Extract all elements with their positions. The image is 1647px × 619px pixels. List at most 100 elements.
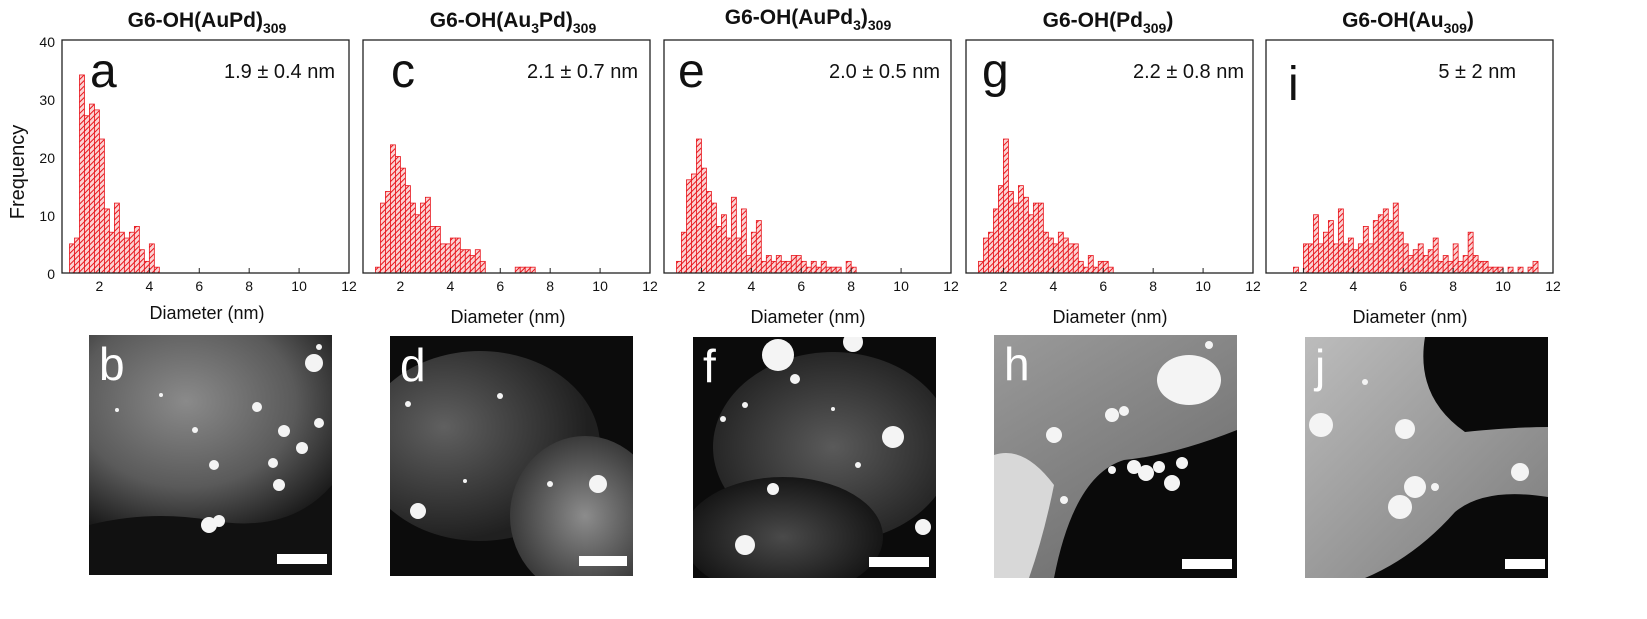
histogram-bar	[1352, 249, 1359, 274]
histogram-bar	[735, 237, 742, 274]
x-axis-ticks: 2 4 6 8 10 12	[1300, 268, 1561, 294]
histogram-bar	[1047, 237, 1054, 274]
panel-i: G6-OH(Au309) i 5 ± 2 nm 2 4 6 8 10 12 Diamete…	[1265, 9, 1561, 327]
histogram-bar	[1062, 237, 1069, 274]
panel-title: G6-OH(Pd309)	[1043, 9, 1174, 36]
histogram-bar	[691, 173, 697, 274]
histogram-bar	[1318, 243, 1324, 274]
histogram-bar	[1052, 243, 1059, 274]
histogram-bar	[740, 208, 747, 274]
histogram-bar	[745, 255, 752, 274]
micrograph-image	[89, 335, 332, 575]
histogram-bar	[805, 266, 812, 274]
x-axis-ticks: 2 4 6 8 10 12	[698, 268, 959, 294]
plot-frame	[965, 39, 1254, 274]
histogram-bar	[1372, 220, 1379, 274]
histogram-bar	[1377, 214, 1384, 274]
histogram-bar	[419, 202, 426, 274]
histogram-bar	[1397, 231, 1404, 274]
histogram-bar	[380, 202, 386, 274]
x-tick-label: 2	[96, 278, 104, 294]
x-axis-label: Diameter (nm)	[450, 307, 565, 327]
x-tick-label: 8	[847, 278, 855, 294]
histogram-bar	[1032, 202, 1039, 274]
micrograph-f: f	[693, 337, 936, 578]
histogram-bar	[1387, 220, 1394, 274]
histogram-bar	[439, 243, 446, 274]
micrograph-h: h	[994, 335, 1237, 578]
micrograph-image	[994, 335, 1237, 578]
histogram-bar	[133, 225, 140, 274]
micrograph-j: j	[1305, 337, 1548, 578]
x-tick-label: 10	[592, 278, 608, 294]
histogram-bar	[1092, 266, 1099, 274]
histogram-bar	[676, 260, 682, 274]
x-tick-label: 10	[1195, 278, 1211, 294]
histogram-bar	[1327, 220, 1334, 274]
scale-bar	[1182, 559, 1232, 569]
histogram-bar	[978, 260, 984, 274]
x-tick-label: 2	[1300, 278, 1308, 294]
histogram-bar	[1018, 185, 1024, 274]
histogram-bar	[1308, 243, 1314, 274]
histogram-bar	[800, 260, 807, 274]
histogram-bar	[1323, 231, 1329, 274]
histogram-bar	[711, 202, 717, 274]
histogram-bar	[119, 231, 125, 274]
x-tick-label: 12	[1545, 278, 1561, 294]
panel-letter: a	[90, 45, 117, 98]
histogram-bar	[1477, 260, 1484, 274]
histogram-bar	[529, 266, 536, 274]
histogram-bar	[1447, 260, 1454, 274]
x-axis-label: Diameter (nm)	[149, 303, 264, 323]
histogram-bar	[1382, 208, 1389, 274]
histogram-bar	[454, 237, 461, 274]
histogram-bar	[109, 231, 115, 274]
histogram-bar	[104, 208, 110, 274]
histogram-bar	[69, 243, 75, 274]
histogram-bar	[716, 225, 722, 274]
histogram-bar	[79, 74, 85, 274]
histogram-bar	[750, 231, 757, 274]
histogram-bar	[1497, 266, 1504, 274]
plot-frame	[61, 39, 350, 274]
histogram-bar	[415, 214, 421, 274]
x-tick-label: 8	[1149, 278, 1157, 294]
x-axis-ticks: 2 4 6 8 10 12	[397, 268, 658, 294]
histogram-bar	[1517, 266, 1524, 274]
histogram-bars	[69, 74, 160, 274]
histogram-bar	[1487, 266, 1494, 274]
histogram-bar	[524, 266, 531, 274]
panel-title: G6-OH(Au3Pd)309	[430, 9, 597, 36]
histogram-bar	[153, 266, 160, 274]
histogram-bar	[706, 191, 712, 274]
x-tick-label: 10	[291, 278, 307, 294]
x-tick-label: 4	[1349, 278, 1357, 294]
histogram-bar	[1527, 266, 1534, 274]
x-tick-label: 12	[341, 278, 357, 294]
size-annotation: 2.2 ± 0.8 nm	[1133, 61, 1244, 83]
histogram-bars	[676, 138, 857, 274]
plot-frame	[1265, 39, 1554, 274]
histogram-bar	[1467, 231, 1474, 274]
histogram-bar	[1532, 260, 1539, 274]
panel-letter: c	[391, 45, 415, 98]
micrograph-b: b	[89, 335, 332, 575]
histogram-bar	[770, 260, 777, 274]
panel-letter: g	[982, 45, 1009, 98]
panel-letter: b	[99, 338, 125, 390]
histogram-bar	[424, 196, 431, 274]
histogram-bar	[459, 249, 466, 274]
histogram-bar	[89, 103, 95, 274]
histogram-bar	[1442, 255, 1449, 274]
scale-bar	[869, 557, 929, 567]
histogram-bar	[138, 249, 145, 274]
histogram-bar	[1097, 260, 1104, 274]
x-tick-label: 12	[1245, 278, 1261, 294]
y-tick-label: 30	[39, 92, 55, 108]
size-annotation: 2.1 ± 0.7 nm	[527, 61, 638, 83]
histogram-bar	[681, 231, 687, 274]
histogram-bar	[143, 260, 150, 274]
x-tick-label: 10	[1495, 278, 1511, 294]
x-tick-label: 4	[446, 278, 454, 294]
